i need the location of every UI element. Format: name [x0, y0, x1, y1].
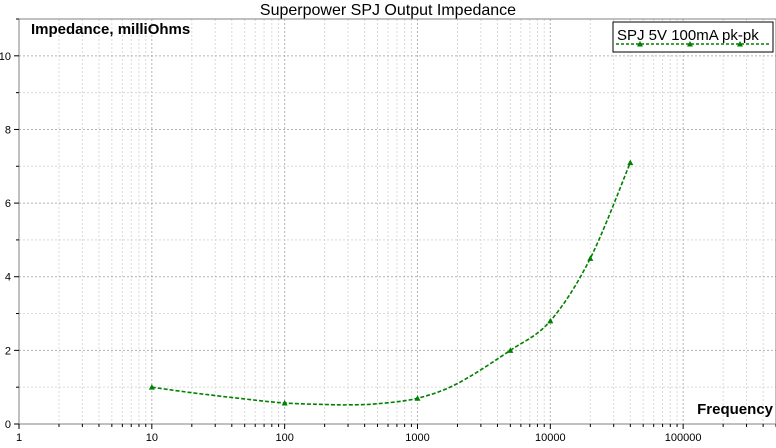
data-point-marker — [627, 159, 634, 166]
data-point-marker — [281, 400, 288, 406]
plot-frame — [18, 18, 776, 425]
y-tick-label: 6 — [5, 198, 11, 210]
chart-title: Superpower SPJ Output Impedance — [260, 2, 516, 19]
x-axis-title: Frequency — [697, 401, 774, 418]
x-tick-label: 1 — [16, 432, 22, 443]
grid — [19, 18, 776, 424]
data-point-marker — [587, 255, 594, 261]
series-layer — [148, 159, 634, 406]
y-tick-label: 0 — [5, 419, 11, 431]
y-tick-label: 8 — [5, 124, 11, 136]
y-tick-label: 2 — [5, 345, 11, 357]
data-point-marker — [507, 347, 514, 353]
x-tick-label: 1000 — [405, 432, 429, 443]
ticks: 1 10 100 1000 10000 100000 0 2 4 6 8 10 — [0, 18, 776, 444]
legend-label: SPJ 5V 100mA pk-pk — [617, 27, 759, 44]
data-point-marker — [414, 395, 421, 401]
y-axis-title: Impedance, milliOhms — [31, 21, 190, 38]
data-point-marker — [547, 317, 554, 324]
data-point-marker — [148, 384, 155, 390]
data-point-marker — [687, 41, 693, 47]
series-line — [151, 162, 632, 406]
data-point-marker — [737, 41, 743, 47]
x-tick-label: 100 — [275, 432, 293, 443]
legend-box — [612, 21, 774, 53]
y-tick-label: 4 — [5, 272, 11, 284]
x-tick-label: 100000 — [665, 432, 702, 443]
x-tick-label: 10000 — [535, 432, 566, 443]
x-tick-label: 10 — [146, 432, 158, 443]
legend-markers — [637, 41, 743, 47]
data-point-marker — [637, 41, 643, 47]
legend[interactable]: SPJ 5V 100mA pk-pk — [612, 21, 774, 53]
y-tick-label: 10 — [0, 51, 11, 63]
